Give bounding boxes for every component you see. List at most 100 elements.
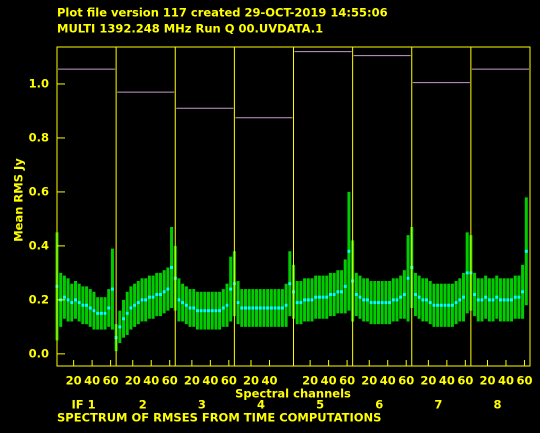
mean-point bbox=[277, 306, 281, 310]
mean-point bbox=[207, 309, 211, 313]
mean-point bbox=[140, 298, 144, 302]
mean-point bbox=[454, 301, 458, 305]
mean-point bbox=[214, 309, 218, 313]
chart-subtitle: MULTI 1392.248 MHz Run Q 00.UVDATA.1 bbox=[57, 22, 323, 36]
mean-point bbox=[328, 292, 332, 296]
mean-point bbox=[184, 303, 188, 307]
mean-point bbox=[203, 309, 207, 313]
mean-point bbox=[243, 306, 247, 310]
mean-point bbox=[384, 301, 388, 305]
x-tick-label: 60 bbox=[339, 374, 355, 388]
mean-point bbox=[476, 298, 480, 302]
mean-point bbox=[421, 298, 425, 302]
mean-point bbox=[255, 306, 259, 310]
y-tick-label: 0.0 bbox=[29, 346, 49, 360]
mean-point bbox=[236, 301, 240, 305]
mean-point bbox=[151, 295, 155, 299]
panel-label: 5 bbox=[316, 398, 324, 412]
panel-label: 3 bbox=[198, 398, 206, 412]
mean-point bbox=[473, 292, 477, 296]
mean-point bbox=[136, 301, 140, 305]
mean-point bbox=[170, 265, 174, 269]
mean-point bbox=[299, 301, 303, 305]
chart-title: Plot file version 117 created 29-OCT-201… bbox=[57, 6, 388, 20]
x-tick-label: 40 bbox=[380, 374, 396, 388]
x-tick-label: 40 bbox=[202, 374, 218, 388]
mean-point bbox=[388, 301, 392, 305]
mean-point bbox=[110, 287, 114, 291]
mean-point bbox=[288, 282, 292, 286]
mean-point bbox=[303, 298, 307, 302]
x-tick-label: 40 bbox=[84, 374, 100, 388]
mean-point bbox=[517, 295, 521, 299]
mean-point bbox=[62, 295, 66, 299]
y-tick-label: 0.6 bbox=[29, 184, 49, 198]
mean-point bbox=[310, 298, 314, 302]
mean-point bbox=[391, 298, 395, 302]
mean-point bbox=[210, 309, 214, 313]
x-tick-label: 20 bbox=[125, 374, 141, 388]
mean-point bbox=[395, 298, 399, 302]
mean-point bbox=[221, 306, 225, 310]
mean-point bbox=[465, 271, 469, 275]
x-tick-label: 40 bbox=[498, 374, 514, 388]
footer: SPECTRUM OF RMSES FROM TIME COMPUTATIONS bbox=[57, 411, 381, 425]
mean-point bbox=[99, 311, 103, 315]
mean-point bbox=[181, 301, 185, 305]
mean-point bbox=[240, 306, 244, 310]
mean-point bbox=[280, 306, 284, 310]
mean-point bbox=[81, 303, 85, 307]
mean-point bbox=[107, 306, 111, 310]
mean-point bbox=[266, 306, 270, 310]
mean-point bbox=[295, 301, 299, 305]
x-tick-label: 20 bbox=[361, 374, 377, 388]
mean-point bbox=[129, 306, 133, 310]
mean-point bbox=[380, 301, 384, 305]
mean-point bbox=[480, 298, 484, 302]
mean-point bbox=[218, 309, 222, 313]
mean-point bbox=[439, 303, 443, 307]
x-tick-label: 40 bbox=[321, 374, 337, 388]
mean-point bbox=[402, 292, 406, 296]
mean-point bbox=[487, 298, 491, 302]
mean-point bbox=[498, 298, 502, 302]
mean-point bbox=[336, 290, 340, 294]
panel-label: 4 bbox=[257, 398, 265, 412]
mean-point bbox=[118, 325, 122, 329]
mean-point bbox=[192, 306, 196, 310]
x-tick-label: 40 bbox=[261, 374, 277, 388]
x-tick-label: 20 bbox=[243, 374, 259, 388]
mean-point bbox=[484, 295, 488, 299]
x-tick-label: 20 bbox=[66, 374, 82, 388]
panel-label: 2 bbox=[139, 398, 147, 412]
mean-point bbox=[425, 298, 429, 302]
mean-point bbox=[77, 301, 81, 305]
mean-point bbox=[373, 301, 377, 305]
mean-point bbox=[155, 292, 159, 296]
mean-point bbox=[273, 306, 277, 310]
mean-point bbox=[413, 292, 417, 296]
mean-point bbox=[166, 287, 170, 291]
mean-point bbox=[513, 295, 517, 299]
panel-label: 8 bbox=[493, 398, 501, 412]
panel-label: 6 bbox=[375, 398, 383, 412]
mean-point bbox=[491, 298, 495, 302]
mean-point bbox=[144, 298, 148, 302]
mean-point bbox=[133, 303, 137, 307]
mean-point bbox=[73, 298, 77, 302]
mean-point bbox=[506, 298, 510, 302]
mean-point bbox=[314, 295, 318, 299]
mean-point bbox=[495, 295, 499, 299]
mean-point bbox=[524, 249, 528, 253]
mean-point bbox=[332, 292, 336, 296]
mean-point bbox=[122, 317, 126, 321]
mean-point bbox=[428, 301, 432, 305]
mean-point bbox=[521, 290, 525, 294]
x-tick-label: 60 bbox=[398, 374, 414, 388]
mean-point bbox=[343, 284, 347, 288]
mean-point bbox=[432, 303, 436, 307]
mean-point bbox=[284, 303, 288, 307]
x-tick-label: 20 bbox=[479, 374, 495, 388]
mean-point bbox=[340, 290, 344, 294]
